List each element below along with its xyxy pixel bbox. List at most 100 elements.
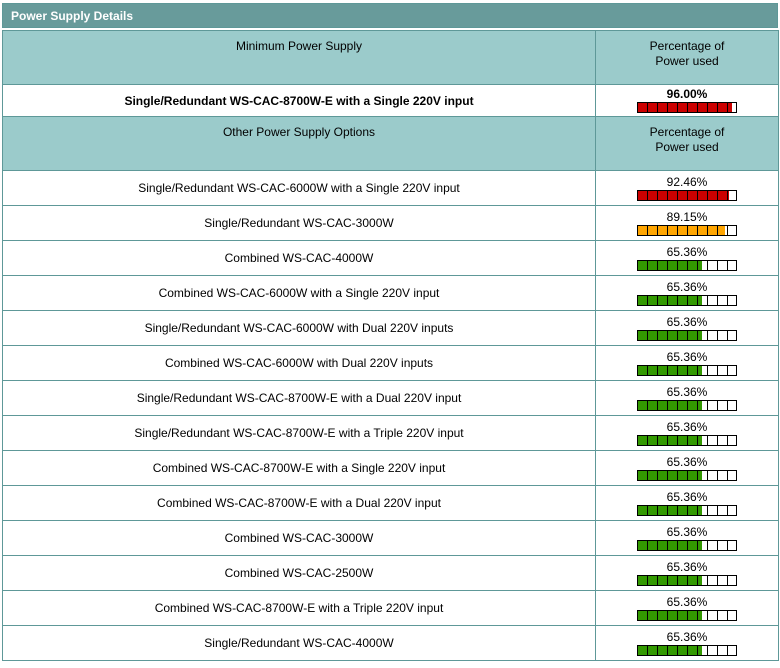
power-supply-table: Minimum Power Supply Percentage of Power… xyxy=(2,30,779,661)
power-usage-bar xyxy=(637,609,737,621)
table-row: Combined WS-CAC-8700W-E with a Dual 220V… xyxy=(2,485,779,521)
table-row: Combined WS-CAC-8700W-E with a Triple 22… xyxy=(2,590,779,626)
percent-value: 89.15% xyxy=(666,209,708,224)
table-row: Single/Redundant WS-CAC-8700W-E with a D… xyxy=(2,380,779,416)
bar-grid xyxy=(638,470,736,480)
psu-label: Combined WS-CAC-8700W-E with a Dual 220V… xyxy=(2,485,596,521)
psu-label: Combined WS-CAC-8700W-E with a Triple 22… xyxy=(2,590,596,626)
bar-grid xyxy=(638,103,736,112)
power-usage-bar xyxy=(637,102,737,113)
bar-grid xyxy=(638,225,736,235)
bar-grid xyxy=(638,260,736,270)
table-row: Single/Redundant WS-CAC-8700W-E with a T… xyxy=(2,415,779,451)
power-usage-bar xyxy=(637,644,737,656)
percent-value: 92.46% xyxy=(666,174,708,189)
table-row: Combined WS-CAC-8700W-E with a Single 22… xyxy=(2,450,779,486)
section-title: Power Supply Details xyxy=(11,9,134,23)
bar-grid xyxy=(638,365,736,375)
bar-grid xyxy=(638,540,736,550)
psu-label: Combined WS-CAC-4000W xyxy=(2,240,596,276)
power-usage-bar xyxy=(637,294,737,306)
percentage-cell: 92.46% xyxy=(595,170,779,206)
percentage-cell: 65.36% xyxy=(595,240,779,276)
psu-label: Single/Redundant WS-CAC-8700W-E with a S… xyxy=(2,84,596,117)
psu-label: Combined WS-CAC-3000W xyxy=(2,520,596,556)
percent-value: 65.36% xyxy=(666,384,708,399)
bar-grid xyxy=(638,400,736,410)
percentage-cell: 65.36% xyxy=(595,485,779,521)
bar-grid xyxy=(638,505,736,515)
percent-value: 65.36% xyxy=(666,279,708,294)
percentage-cell: 89.15% xyxy=(595,205,779,241)
psu-label: Single/Redundant WS-CAC-6000W with Dual … xyxy=(2,310,596,346)
power-usage-bar xyxy=(637,504,737,516)
power-usage-bar xyxy=(637,224,737,236)
percentage-cell: 65.36% xyxy=(595,555,779,591)
table-row: Single/Redundant WS-CAC-6000W with Dual … xyxy=(2,310,779,346)
percentage-cell: 65.36% xyxy=(595,520,779,556)
bar-grid xyxy=(638,575,736,585)
minimum-supply-row: Single/Redundant WS-CAC-8700W-E with a S… xyxy=(2,84,779,117)
percent-value: 65.36% xyxy=(666,349,708,364)
power-usage-bar xyxy=(637,189,737,201)
percentage-header-cell-2: Percentage of Power used xyxy=(595,116,779,171)
percentage-cell: 96.00% xyxy=(595,84,779,117)
table-row: Combined WS-CAC-6000W with Dual 220V inp… xyxy=(2,345,779,381)
psu-label: Single/Redundant WS-CAC-8700W-E with a D… xyxy=(2,380,596,416)
percentage-cell: 65.36% xyxy=(595,310,779,346)
power-usage-bar xyxy=(637,329,737,341)
power-usage-bar xyxy=(637,539,737,551)
psu-label: Combined WS-CAC-8700W-E with a Single 22… xyxy=(2,450,596,486)
psu-label: Combined WS-CAC-2500W xyxy=(2,555,596,591)
percentage-cell: 65.36% xyxy=(595,450,779,486)
power-usage-bar xyxy=(637,399,737,411)
power-usage-bar xyxy=(637,469,737,481)
section-title-bar: Power Supply Details xyxy=(2,3,778,28)
percent-value: 65.36% xyxy=(666,244,708,259)
percent-value: 65.36% xyxy=(666,594,708,609)
percentage-header-label: Percentage of Power used xyxy=(649,125,725,154)
percent-value: 65.36% xyxy=(666,524,708,539)
percentage-cell: 65.36% xyxy=(595,275,779,311)
minimum-section-body: Minimum Power Supply Percentage of Power… xyxy=(2,30,779,171)
table-row: Single/Redundant WS-CAC-6000W with a Sin… xyxy=(2,170,779,206)
percentage-cell: 65.36% xyxy=(595,415,779,451)
psu-label: Single/Redundant WS-CAC-4000W xyxy=(2,625,596,661)
power-usage-bar xyxy=(637,364,737,376)
percentage-header-cell: Percentage of Power used xyxy=(595,30,779,85)
psu-label: Combined WS-CAC-6000W with Dual 220V inp… xyxy=(2,345,596,381)
table-row: Single/Redundant WS-CAC-4000W 65.36% xyxy=(2,625,779,661)
percentage-cell: 65.36% xyxy=(595,345,779,381)
bar-grid xyxy=(638,435,736,445)
other-options-header-row: Other Power Supply Options Percentage of… xyxy=(2,116,779,171)
percent-value: 65.36% xyxy=(666,314,708,329)
table-row: Combined WS-CAC-2500W 65.36% xyxy=(2,555,779,591)
other-options-body: Single/Redundant WS-CAC-6000W with a Sin… xyxy=(2,170,779,661)
psu-label: Single/Redundant WS-CAC-3000W xyxy=(2,205,596,241)
table-row: Combined WS-CAC-3000W 65.36% xyxy=(2,520,779,556)
table-row: Single/Redundant WS-CAC-3000W 89.15% xyxy=(2,205,779,241)
percentage-cell: 65.36% xyxy=(595,625,779,661)
power-usage-bar xyxy=(637,434,737,446)
percent-value: 65.36% xyxy=(666,559,708,574)
bar-grid xyxy=(638,295,736,305)
percentage-cell: 65.36% xyxy=(595,590,779,626)
bar-grid xyxy=(638,610,736,620)
percent-value: 65.36% xyxy=(666,419,708,434)
bar-grid xyxy=(638,190,736,200)
percent-value: 65.36% xyxy=(666,454,708,469)
bar-grid xyxy=(638,645,736,655)
other-options-header-cell: Other Power Supply Options xyxy=(2,116,596,171)
psu-label: Single/Redundant WS-CAC-6000W with a Sin… xyxy=(2,170,596,206)
percent-value: 65.36% xyxy=(666,629,708,644)
percent-value: 65.36% xyxy=(666,489,708,504)
table-row: Combined WS-CAC-4000W 65.36% xyxy=(2,240,779,276)
percent-value: 96.00% xyxy=(666,87,708,101)
psu-label: Single/Redundant WS-CAC-8700W-E with a T… xyxy=(2,415,596,451)
table-row: Combined WS-CAC-6000W with a Single 220V… xyxy=(2,275,779,311)
power-usage-bar xyxy=(637,574,737,586)
minimum-header-row: Minimum Power Supply Percentage of Power… xyxy=(2,30,779,85)
power-usage-bar xyxy=(637,259,737,271)
percentage-cell: 65.36% xyxy=(595,380,779,416)
